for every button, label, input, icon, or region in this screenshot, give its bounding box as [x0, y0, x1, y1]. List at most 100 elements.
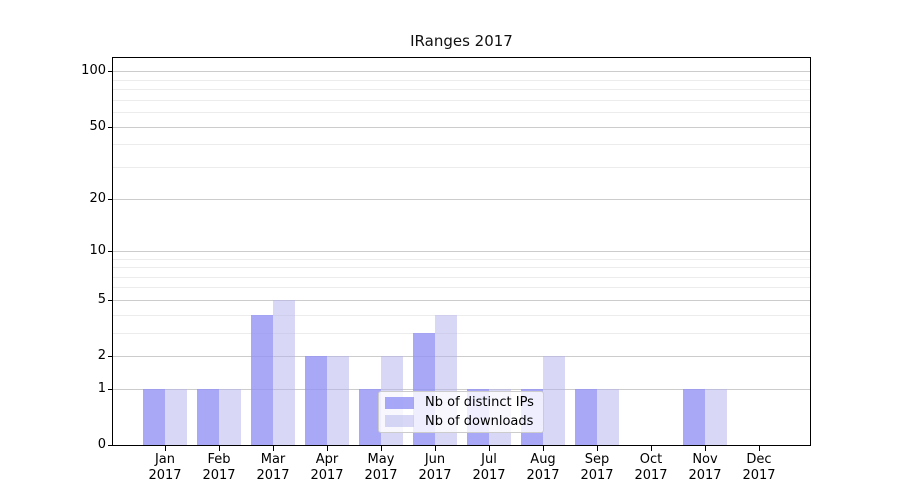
x-tick-year-may: 2017: [364, 468, 398, 483]
gridline-minor-8: [113, 267, 810, 269]
x-tick-mark-mar: [273, 446, 274, 451]
legend-item-downloads: Nb of downloads: [379, 413, 543, 431]
x-tick-mark-feb: [219, 446, 220, 451]
x-tick-label-mar: Mar 2017: [243, 452, 303, 484]
bar-nb-of-downloads-nov: [705, 388, 727, 445]
y-tick-label-50: 50: [89, 118, 106, 134]
y-tick-label-20: 20: [89, 190, 106, 206]
legend-swatch-downloads: [385, 415, 414, 428]
gridline-major-100: [113, 71, 810, 73]
gridline-major-10: [113, 250, 810, 252]
y-tick-mark-1: [108, 388, 113, 390]
bar-nb-of-downloads-mar: [273, 299, 295, 445]
x-tick-mark-aug: [543, 446, 544, 451]
gridline-minor-40: [113, 144, 810, 146]
y-tick-mark-5: [108, 299, 113, 301]
x-tick-label-dec: Dec 2017: [729, 452, 789, 484]
gridline-minor-80: [113, 89, 810, 91]
x-tick-year-aug: 2017: [526, 468, 560, 483]
x-tick-year-jun: 2017: [418, 468, 452, 483]
gridline-major-2: [113, 356, 810, 357]
x-tick-month-feb: Feb: [207, 452, 231, 467]
bar-nb-of-distinct-ips-jan: [143, 388, 165, 445]
legend-swatch-distinct-ips: [385, 396, 414, 409]
gridline-minor-9: [113, 258, 810, 260]
x-tick-year-jul: 2017: [472, 468, 506, 483]
x-tick-mark-sep: [597, 446, 598, 451]
gridline-minor-4: [113, 314, 810, 316]
gridline-minor-70: [113, 99, 810, 101]
gridline-major-50: [113, 126, 810, 128]
x-tick-month-sep: Sep: [584, 452, 610, 467]
x-tick-mark-nov: [705, 446, 706, 451]
legend-item-distinct-ips: Nb of distinct IPs: [379, 394, 543, 412]
x-tick-month-may: May: [367, 452, 395, 467]
legend: Nb of distinct IPs Nb of downloads: [378, 391, 544, 433]
y-tick-label-5: 5: [97, 291, 106, 307]
y-tick-mark-100: [108, 71, 113, 73]
bar-nb-of-downloads-jan: [165, 388, 187, 445]
x-tick-mark-dec: [759, 446, 760, 451]
y-tick-mark-2: [108, 356, 113, 357]
y-tick-label-0: 0: [97, 437, 106, 452]
y-tick-label-100: 100: [81, 63, 106, 79]
x-tick-month-jan: Jan: [154, 452, 176, 467]
x-tick-year-sep: 2017: [580, 468, 614, 483]
y-tick-label-1: 1: [97, 380, 106, 396]
gridline-minor-7: [113, 276, 810, 278]
y-tick-mark-50: [108, 126, 113, 128]
legend-label-distinct-ips: Nb of distinct IPs: [425, 395, 534, 411]
bar-nb-of-downloads-aug: [543, 356, 565, 445]
bar-nb-of-downloads-apr: [327, 356, 349, 445]
x-tick-month-jun: Jun: [424, 452, 446, 467]
chart-title: IRanges 2017: [410, 32, 513, 50]
bar-nb-of-downloads-feb: [219, 388, 241, 445]
legend-label-downloads: Nb of downloads: [425, 413, 534, 429]
x-tick-label-jan: Jan 2017: [135, 452, 195, 484]
x-tick-year-apr: 2017: [310, 468, 344, 483]
grid-layer: [113, 58, 810, 445]
x-tick-mark-jul: [489, 446, 490, 451]
x-tick-month-dec: Dec: [746, 452, 772, 467]
y-tick-label-10: 10: [89, 242, 106, 258]
x-tick-label-may: May 2017: [351, 452, 411, 484]
gridline-minor-6: [113, 287, 810, 289]
x-tick-month-apr: Apr: [315, 452, 339, 467]
y-tick-mark-20: [108, 198, 113, 200]
gridline-major-20: [113, 198, 810, 200]
gridline-major-1: [113, 388, 810, 390]
x-tick-year-feb: 2017: [202, 468, 236, 483]
x-tick-year-jan: 2017: [148, 468, 182, 483]
x-tick-mark-jan: [165, 446, 166, 451]
x-tick-label-jul: Jul 2017: [459, 452, 519, 484]
x-tick-month-oct: Oct: [639, 452, 663, 467]
x-tick-label-apr: Apr 2017: [297, 452, 357, 484]
bar-nb-of-distinct-ips-nov: [683, 388, 705, 445]
bar-nb-of-distinct-ips-sep: [575, 388, 597, 445]
x-tick-label-nov: Nov 2017: [675, 452, 735, 484]
y-tick-label-2: 2: [97, 348, 106, 363]
x-tick-mark-apr: [327, 446, 328, 451]
x-tick-month-aug: Aug: [530, 452, 556, 467]
bar-nb-of-distinct-ips-apr: [305, 356, 327, 445]
x-tick-label-oct: Oct 2017: [621, 452, 681, 484]
x-tick-year-dec: 2017: [742, 468, 776, 483]
gridline-major-5: [113, 299, 810, 301]
x-tick-mark-may: [381, 446, 382, 451]
y-tick-mark-0: [108, 445, 113, 446]
bar-nb-of-distinct-ips-feb: [197, 388, 219, 445]
x-tick-year-nov: 2017: [688, 468, 722, 483]
plot-area: Nb of distinct IPs Nb of downloads: [112, 57, 811, 446]
bar-nb-of-distinct-ips-mar: [251, 314, 273, 445]
x-tick-mark-jun: [435, 446, 436, 451]
gridline-minor-3: [113, 332, 810, 334]
x-tick-year-mar: 2017: [256, 468, 290, 483]
gridline-minor-90: [113, 79, 810, 81]
bar-nb-of-downloads-sep: [597, 388, 619, 445]
bars-layer: [113, 58, 810, 445]
x-tick-month-jul: Jul: [481, 452, 497, 467]
y-tick-mark-10: [108, 250, 113, 252]
gridline-minor-60: [113, 112, 810, 114]
x-tick-mark-oct: [651, 446, 652, 451]
